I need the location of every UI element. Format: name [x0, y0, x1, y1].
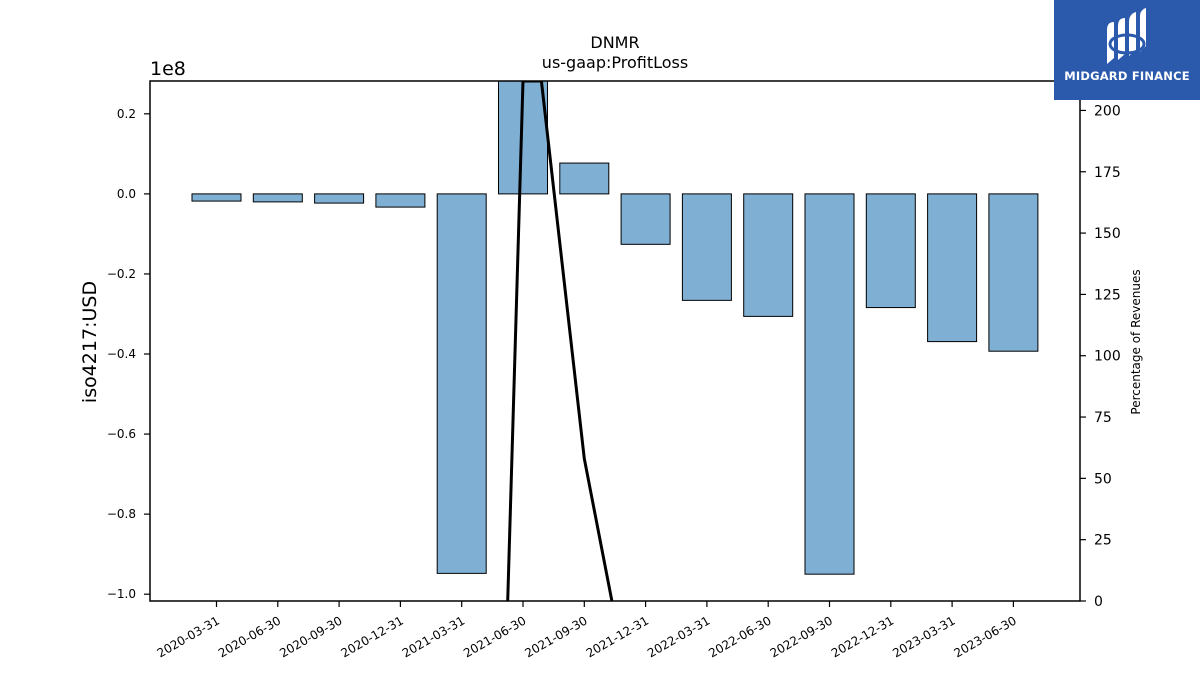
bar-2023-06-30 [988, 193, 1039, 352]
bar-2021-09-30 [559, 162, 610, 195]
y2-axis-label: Percentage of Revenues [1129, 269, 1143, 414]
y-offset-label: 1e8 [150, 58, 186, 80]
x-tick-label: 2022-09-30 [768, 613, 835, 660]
midgard-finance-logo: MIDGARD FINANCE [1054, 0, 1200, 100]
percent-of-revenues-line [506, 81, 614, 601]
axes-frame [149, 80, 1081, 602]
y2-tick-label: 100 [1094, 349, 1121, 365]
y-tick-label: −0.8 [107, 507, 136, 521]
x-tick-label: 2020-06-30 [216, 613, 283, 660]
y-tick-label: 0.0 [117, 187, 136, 201]
logo-text: MIDGARD FINANCE [1064, 69, 1190, 83]
bar-2020-03-31 [191, 193, 242, 202]
x-tick-label: 2021-06-30 [461, 613, 528, 660]
bar-2021-12-31 [620, 193, 671, 245]
y2-tick-label: 0 [1094, 594, 1103, 610]
x-tick-label: 2023-06-30 [951, 613, 1018, 660]
x-tick-label: 2021-09-30 [522, 613, 589, 660]
midgard-logo-icon [1107, 8, 1146, 64]
bar-2022-03-31 [681, 193, 732, 301]
y-tick-label: −1.0 [107, 587, 136, 601]
x-tick-label: 2020-12-31 [338, 613, 405, 660]
x-tick-label: 2020-03-31 [155, 613, 222, 660]
y2-tick-label: 50 [1094, 471, 1112, 487]
bar-2023-03-31 [927, 193, 978, 343]
x-tick-label: 2021-03-31 [400, 613, 467, 660]
bar-2022-06-30 [743, 193, 794, 317]
bar-2021-03-31 [436, 193, 487, 574]
percent-line-layer [506, 81, 614, 601]
x-tick-label: 2023-03-31 [890, 613, 957, 660]
bar-2020-06-30 [252, 193, 303, 203]
y-axis-label: iso4217:USD [79, 281, 101, 403]
bar-2022-09-30 [804, 193, 855, 575]
x-axis-ticks: 2020-03-312020-06-302020-09-302020-12-31… [155, 601, 1019, 660]
y2-tick-label: 25 [1094, 533, 1112, 549]
chart-title: DNMR [590, 33, 639, 52]
bar-2020-12-31 [375, 193, 426, 208]
y-tick-label: −0.2 [107, 267, 136, 281]
y-axis-ticks: −1.0 −0.8 −0.6 −0.4 −0.2 0.0 0.2 [107, 107, 150, 601]
y-tick-label: −0.4 [107, 347, 136, 361]
y2-tick-label: 75 [1094, 410, 1112, 426]
y2-tick-label: 200 [1094, 103, 1121, 119]
y-tick-label: −0.6 [107, 427, 136, 441]
y2-tick-label: 175 [1094, 165, 1121, 181]
x-tick-label: 2022-12-31 [829, 613, 896, 660]
x-tick-label: 2021-12-31 [584, 613, 651, 660]
y-tick-label: 0.2 [117, 107, 136, 121]
y2-axis-ticks: 0 25 50 75 100 125 150 175 200 [1080, 103, 1121, 610]
bars-layer [191, 81, 1039, 575]
bar-2022-12-31 [865, 193, 916, 309]
bar-2020-09-30 [314, 193, 365, 204]
chart-subtitle: us-gaap:ProfitLoss [542, 53, 688, 72]
x-tick-label: 2020-09-30 [277, 613, 344, 660]
x-tick-label: 2022-06-30 [706, 613, 773, 660]
y2-tick-label: 125 [1094, 287, 1121, 303]
x-tick-label: 2022-03-31 [645, 613, 712, 660]
y2-tick-label: 150 [1094, 226, 1121, 242]
